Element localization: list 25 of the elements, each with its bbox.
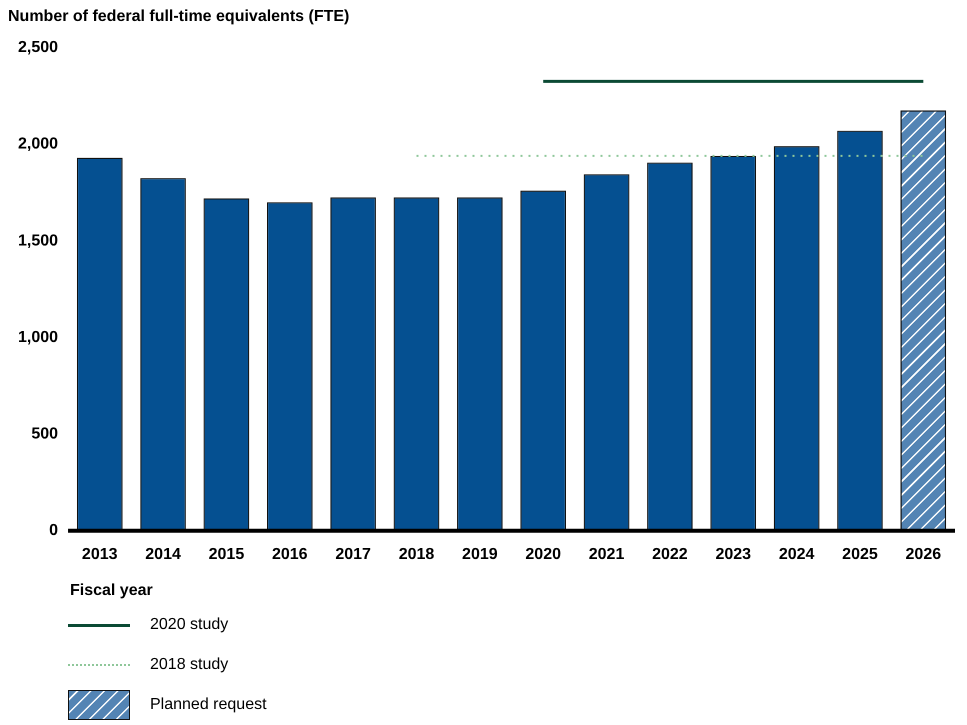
x-tick-label: 2015	[208, 546, 244, 563]
y-tick-label: 0	[49, 522, 58, 540]
x-tick-label: 2016	[272, 546, 308, 563]
y-tick-label: 2,500	[18, 39, 58, 56]
x-tick-label: 2021	[588, 546, 624, 563]
legend-label: 2018 study	[150, 656, 228, 674]
x-tick-label: 2019	[462, 546, 498, 563]
y-tick-label: 1,500	[18, 232, 58, 250]
x-tick-label: 2025	[842, 546, 878, 563]
x-tick-label: 2017	[335, 546, 372, 563]
x-tick-label: 2026	[906, 546, 942, 563]
x-axis-title: Fiscal year	[70, 582, 154, 600]
x-tick-label: 2020	[525, 546, 562, 563]
x-tick-label: 2023	[715, 546, 752, 563]
legend-label: 2020 study	[150, 616, 228, 634]
x-tick-label: 2018	[398, 546, 434, 563]
y-tick-label: 500	[31, 426, 58, 443]
y-tick-label: 2,000	[18, 136, 58, 153]
x-tick-label: 2014	[145, 546, 181, 563]
x-tick-label: 2024	[778, 546, 815, 563]
x-tick-label: 2022	[652, 546, 688, 563]
x-tick-label: 2013	[82, 546, 118, 563]
legend-label: Planned request	[150, 696, 267, 714]
y-axis-title: Number of federal full-time equivalents (FTE)	[8, 8, 350, 27]
y-tick-label: 1,000	[18, 328, 58, 346]
